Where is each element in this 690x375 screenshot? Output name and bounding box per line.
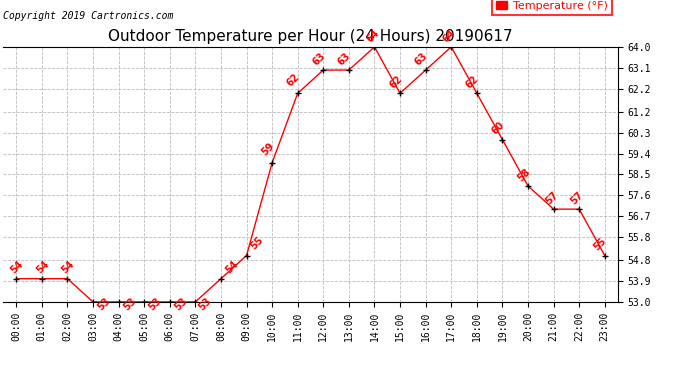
Text: 63: 63 (336, 51, 353, 67)
Text: 58: 58 (515, 166, 532, 183)
Text: 60: 60 (490, 120, 506, 137)
Text: 54: 54 (60, 259, 77, 276)
Text: 55: 55 (249, 235, 266, 251)
Text: 53: 53 (147, 296, 164, 312)
Text: 53: 53 (172, 296, 189, 312)
Text: 57: 57 (543, 190, 560, 206)
Text: 62: 62 (285, 72, 302, 88)
Text: Copyright 2019 Cartronics.com: Copyright 2019 Cartronics.com (3, 11, 174, 21)
Text: 55: 55 (592, 236, 609, 253)
Text: 64: 64 (441, 27, 457, 44)
Text: 62: 62 (464, 74, 481, 90)
Text: 57: 57 (569, 190, 586, 206)
Text: 53: 53 (95, 296, 112, 312)
Text: 64: 64 (364, 27, 381, 44)
Title: Outdoor Temperature per Hour (24 Hours) 20190617: Outdoor Temperature per Hour (24 Hours) … (108, 29, 513, 44)
Text: 62: 62 (387, 74, 404, 90)
Text: 63: 63 (310, 51, 327, 67)
Text: 54: 54 (8, 259, 25, 276)
Text: 53: 53 (197, 296, 213, 312)
Legend: Temperature (°F): Temperature (°F) (491, 0, 612, 15)
Text: 54: 54 (224, 259, 240, 276)
Text: 54: 54 (34, 259, 51, 276)
Text: 53: 53 (121, 296, 138, 312)
Text: 63: 63 (413, 51, 429, 67)
Text: 59: 59 (259, 140, 276, 157)
